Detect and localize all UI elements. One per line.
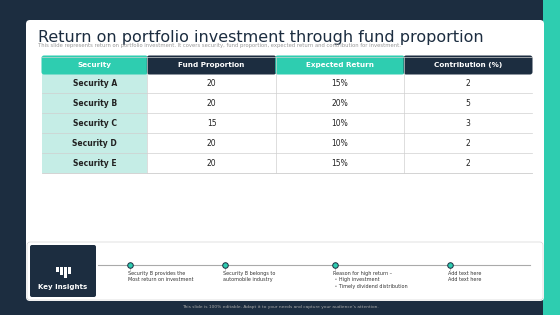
FancyBboxPatch shape xyxy=(275,55,405,75)
Bar xyxy=(42,153,147,173)
Text: 2: 2 xyxy=(466,78,470,88)
Bar xyxy=(63,267,67,278)
Text: Security B belongs to
automobile industry: Security B belongs to automobile industr… xyxy=(223,271,276,282)
Text: Reason for high return –
 ◦ High investment
 ◦ Timely dividend distribution: Reason for high return – ◦ High investme… xyxy=(333,271,408,289)
FancyBboxPatch shape xyxy=(30,245,96,297)
FancyBboxPatch shape xyxy=(41,55,148,75)
Text: Security A: Security A xyxy=(73,78,117,88)
Text: 15%: 15% xyxy=(332,78,348,88)
Text: 2: 2 xyxy=(466,139,470,147)
Text: Security B provides the
Most return on investment: Security B provides the Most return on i… xyxy=(128,271,194,282)
Text: 20: 20 xyxy=(207,78,216,88)
Text: Add text here
Add text here: Add text here Add text here xyxy=(448,271,482,282)
Text: Expected Return: Expected Return xyxy=(306,62,374,68)
Text: Security D: Security D xyxy=(72,139,117,147)
Text: 10%: 10% xyxy=(332,118,348,128)
FancyBboxPatch shape xyxy=(404,55,533,75)
Text: Contribution (%): Contribution (%) xyxy=(434,62,502,68)
Text: 3: 3 xyxy=(465,118,470,128)
Bar xyxy=(59,267,63,275)
Text: 2: 2 xyxy=(466,158,470,168)
Bar xyxy=(68,267,71,274)
Text: 15%: 15% xyxy=(332,158,348,168)
Bar xyxy=(42,133,147,153)
Text: Security: Security xyxy=(78,62,111,68)
Bar xyxy=(42,73,147,93)
Text: Security E: Security E xyxy=(73,158,116,168)
FancyBboxPatch shape xyxy=(147,55,276,75)
Text: Key Insights: Key Insights xyxy=(39,284,87,290)
Text: Fund Proportion: Fund Proportion xyxy=(178,62,245,68)
Text: This slide represents return on portfolio investment. It covers security, fund p: This slide represents return on portfoli… xyxy=(38,43,401,48)
FancyBboxPatch shape xyxy=(27,242,543,300)
Text: 15: 15 xyxy=(207,118,216,128)
Bar xyxy=(543,0,560,315)
Text: Return on portfolio investment through fund proportion: Return on portfolio investment through f… xyxy=(38,30,484,45)
FancyBboxPatch shape xyxy=(26,20,544,301)
Bar xyxy=(42,93,147,113)
Text: 20: 20 xyxy=(207,158,216,168)
Text: 20%: 20% xyxy=(332,99,348,107)
Bar xyxy=(55,267,58,272)
Text: Security B: Security B xyxy=(73,99,116,107)
Text: This slide is 100% editable. Adapt it to your needs and capture your audience's : This slide is 100% editable. Adapt it to… xyxy=(181,305,379,309)
Text: 10%: 10% xyxy=(332,139,348,147)
Text: 5: 5 xyxy=(465,99,470,107)
Bar xyxy=(42,113,147,133)
Text: 20: 20 xyxy=(207,139,216,147)
Text: Security C: Security C xyxy=(73,118,116,128)
Text: 20: 20 xyxy=(207,99,216,107)
